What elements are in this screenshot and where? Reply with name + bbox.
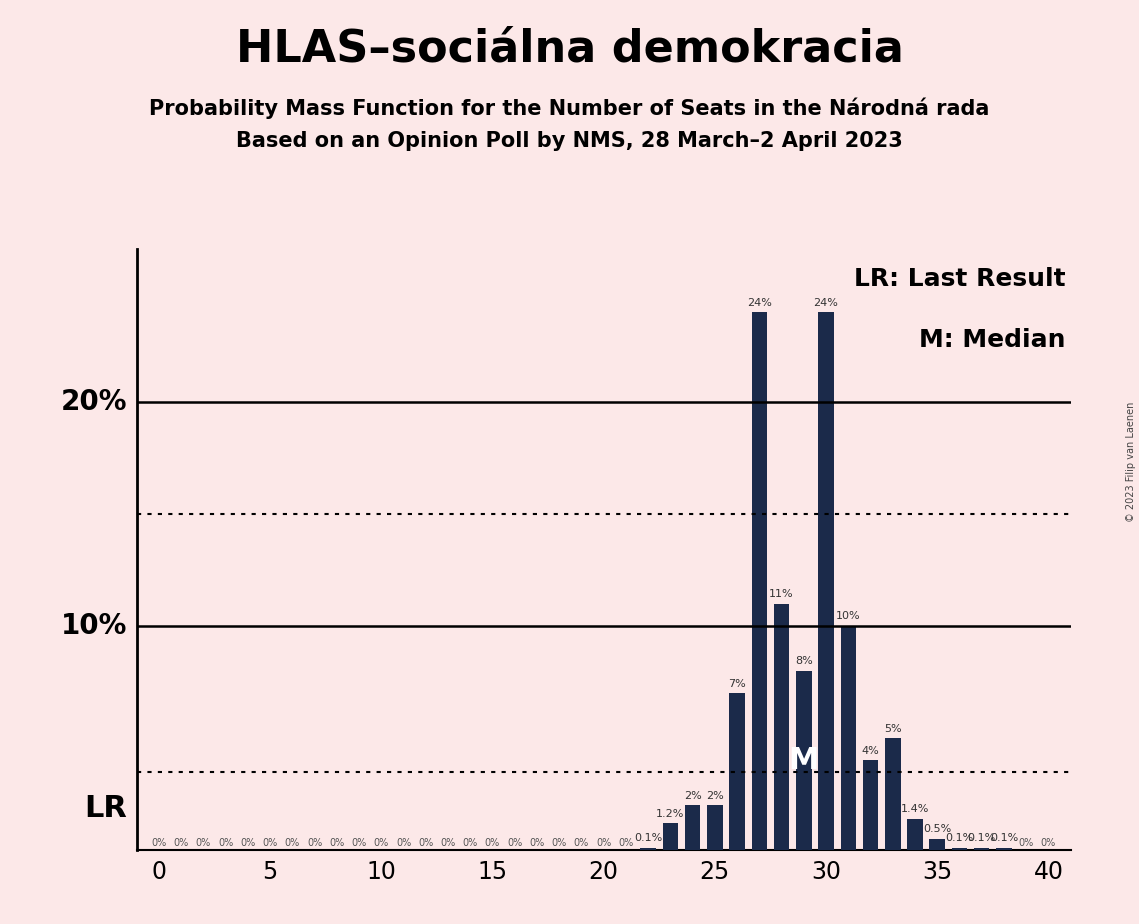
- Text: 0%: 0%: [551, 838, 567, 848]
- Text: 0%: 0%: [196, 838, 211, 848]
- Text: 0%: 0%: [1018, 838, 1034, 848]
- Text: 0%: 0%: [374, 838, 388, 848]
- Text: 0%: 0%: [262, 838, 278, 848]
- Text: 0%: 0%: [618, 838, 633, 848]
- Text: 0%: 0%: [418, 838, 434, 848]
- Text: 24%: 24%: [747, 298, 772, 308]
- Text: 11%: 11%: [769, 590, 794, 599]
- Text: 0%: 0%: [1041, 838, 1056, 848]
- Text: 0%: 0%: [151, 838, 166, 848]
- Bar: [818, 312, 834, 850]
- Bar: [773, 603, 789, 850]
- Text: 2%: 2%: [683, 791, 702, 801]
- Bar: [862, 760, 878, 850]
- Bar: [929, 839, 945, 850]
- Text: 2%: 2%: [706, 791, 723, 801]
- Text: Probability Mass Function for the Number of Seats in the Národná rada: Probability Mass Function for the Number…: [149, 97, 990, 118]
- Text: 0%: 0%: [285, 838, 300, 848]
- Text: 0%: 0%: [441, 838, 456, 848]
- Text: 24%: 24%: [813, 298, 838, 308]
- Text: 0%: 0%: [329, 838, 344, 848]
- Bar: [729, 693, 745, 850]
- Bar: [640, 848, 656, 850]
- Text: HLAS–sociálna demokracia: HLAS–sociálna demokracia: [236, 28, 903, 71]
- Text: 0%: 0%: [173, 838, 189, 848]
- Text: LR: LR: [84, 794, 128, 823]
- Text: 1.2%: 1.2%: [656, 808, 685, 819]
- Text: 0%: 0%: [507, 838, 523, 848]
- Bar: [685, 805, 700, 850]
- Text: 0%: 0%: [596, 838, 612, 848]
- Text: 8%: 8%: [795, 656, 813, 666]
- Text: 0%: 0%: [240, 838, 255, 848]
- Text: M: Median: M: Median: [919, 328, 1066, 351]
- Bar: [997, 848, 1011, 850]
- Text: © 2023 Filip van Laenen: © 2023 Filip van Laenen: [1126, 402, 1136, 522]
- Text: 0%: 0%: [218, 838, 233, 848]
- Bar: [952, 848, 967, 850]
- Text: 0%: 0%: [462, 838, 478, 848]
- Text: 0.1%: 0.1%: [968, 833, 995, 844]
- Text: 0.1%: 0.1%: [634, 833, 662, 844]
- Text: 10%: 10%: [836, 612, 861, 622]
- Text: M: M: [788, 746, 819, 775]
- Text: 20%: 20%: [60, 388, 128, 416]
- Text: 4%: 4%: [861, 746, 879, 756]
- Bar: [974, 848, 990, 850]
- Text: 7%: 7%: [728, 679, 746, 688]
- Text: 0.1%: 0.1%: [990, 833, 1018, 844]
- Bar: [663, 823, 678, 850]
- Text: 0%: 0%: [306, 838, 322, 848]
- Bar: [752, 312, 767, 850]
- Bar: [907, 819, 923, 850]
- Bar: [885, 738, 901, 850]
- Bar: [796, 671, 812, 850]
- Bar: [841, 626, 857, 850]
- Text: 0%: 0%: [352, 838, 367, 848]
- Text: 10%: 10%: [62, 612, 128, 640]
- Text: 0.5%: 0.5%: [923, 824, 951, 834]
- Bar: [707, 805, 722, 850]
- Text: 0%: 0%: [396, 838, 411, 848]
- Text: 0%: 0%: [530, 838, 544, 848]
- Text: Based on an Opinion Poll by NMS, 28 March–2 April 2023: Based on an Opinion Poll by NMS, 28 Marc…: [236, 131, 903, 152]
- Text: LR: Last Result: LR: Last Result: [854, 268, 1066, 291]
- Text: 0%: 0%: [574, 838, 589, 848]
- Text: 0%: 0%: [485, 838, 500, 848]
- Text: 0.1%: 0.1%: [945, 833, 974, 844]
- Text: 5%: 5%: [884, 723, 902, 734]
- Text: 1.4%: 1.4%: [901, 804, 929, 814]
